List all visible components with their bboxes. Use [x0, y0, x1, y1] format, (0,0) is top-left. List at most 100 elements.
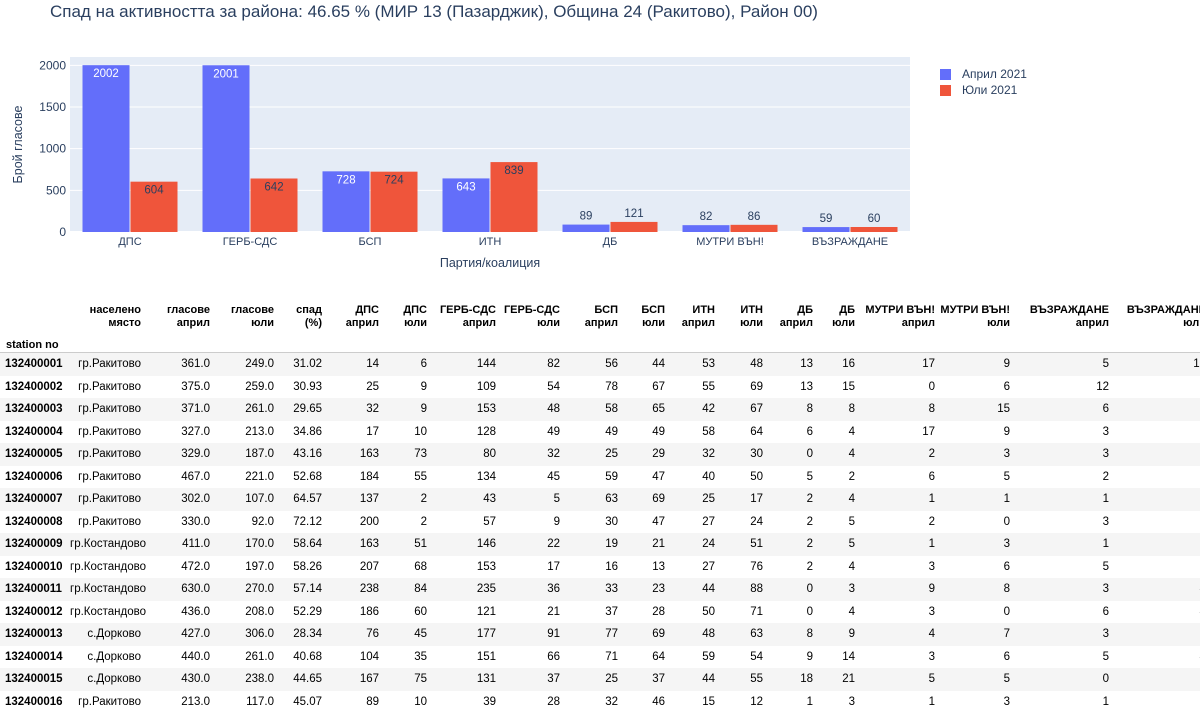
table-cell: 5 [1102, 650, 1109, 663]
bar-label-1-0: 2001 [213, 68, 239, 80]
header-empty [0, 304, 70, 330]
table-cell: 32 [366, 403, 379, 416]
table-cell: 7 [1003, 628, 1010, 641]
table-cell: 1 [928, 493, 935, 506]
bar-2-0 [322, 171, 370, 232]
chart-legend: Април 2021 Юли 2021 [940, 66, 1027, 98]
table-cell: 27 [702, 560, 715, 573]
table-cell: 30.93 [293, 380, 322, 393]
column-header: ДБ април [779, 304, 813, 329]
bar-0-0 [82, 65, 130, 233]
table-cell: 4 [848, 560, 855, 573]
station-number-cell: 132400015 [5, 673, 63, 686]
table-cell: 69 [652, 493, 665, 506]
table-cell: 27 [702, 515, 715, 528]
table-cell: 57.14 [293, 583, 322, 596]
table-cell: 472.0 [181, 560, 210, 573]
table-cell: 65 [652, 403, 665, 416]
table-cell: 14 [842, 650, 855, 663]
table-cell: 261.0 [245, 403, 274, 416]
bar-label-0-1: 604 [144, 185, 164, 197]
table-cell: 21 [547, 605, 560, 618]
table-cell: 371.0 [181, 403, 210, 416]
table-cell: 3 [1113, 623, 1200, 646]
table-cell: 8 [806, 403, 813, 416]
station-number-cell: 132400007 [5, 493, 63, 506]
table-cell: 76 [750, 560, 763, 573]
table-cell: 5 [848, 538, 855, 551]
table-cell: 3 [928, 560, 935, 573]
table-cell: 0 [1003, 605, 1010, 618]
table-cell: 131 [476, 673, 496, 686]
table-cell: 48 [750, 358, 763, 371]
table-cell: 5 [1003, 673, 1010, 686]
x-tick-label-2: БСП [359, 236, 382, 248]
column-header: населено място [89, 304, 141, 329]
index-header-spacer [70, 330, 1200, 353]
table-row: 132400005 гр.Ракитово 329.0 187.0 43.16 163 73… [0, 443, 1200, 466]
column-header: ДБ юли [832, 304, 855, 329]
table-cell: 17 [366, 425, 379, 438]
column-header: МУТРИ ВЪН! юли [940, 304, 1010, 329]
table-cell: 0 [806, 583, 813, 596]
table-cell: 16 [842, 358, 855, 371]
table-cell: 3 [1102, 628, 1109, 641]
table-cell: 207 [359, 560, 379, 573]
y-tick-label-4: 2000 [39, 58, 66, 72]
table-cell: 187.0 [245, 448, 274, 461]
x-tick-label-6: ВЪЗРАЖДАНЕ [812, 236, 888, 248]
table-cell: 63 [605, 493, 618, 506]
table-header-row: населено място гласове април гласове юли сп… [0, 304, 1200, 330]
station-number-cell: 132400003 [5, 403, 63, 416]
table-cell: 71 [750, 605, 763, 618]
column-header: ГЕРБ-СДС април [439, 304, 496, 329]
table-cell: 75 [414, 673, 427, 686]
table-cell: 9 [928, 583, 935, 596]
table-cell: 55 [414, 470, 427, 483]
table-cell: гр.Ракитово [78, 358, 141, 371]
table-cell: 213.0 [181, 695, 210, 708]
table-cell: 144 [476, 358, 496, 371]
table-cell: 163 [359, 448, 379, 461]
y-tick-label-2: 1000 [39, 142, 66, 156]
table-cell: 82 [547, 358, 560, 371]
table-cell: 302.0 [181, 493, 210, 506]
table-cell: гр.Костандово [70, 538, 146, 551]
table-cell: 2 [928, 515, 935, 528]
table-cell: 3 [1113, 533, 1200, 556]
column-header: МУТРИ ВЪН! април [865, 304, 935, 329]
table-cell: 55 [702, 380, 715, 393]
table-cell: 2 [806, 493, 813, 506]
column-header: ВЪЗРАЖДАНЕ април [1029, 304, 1109, 329]
legend-item-july[interactable]: Юли 2021 [940, 82, 1027, 98]
table-cell: 9 [1113, 398, 1200, 421]
table-cell: 59 [605, 470, 618, 483]
legend-item-april[interactable]: Април 2021 [940, 66, 1027, 82]
table-cell: 43 [483, 493, 496, 506]
plot-area [70, 57, 910, 232]
table-cell: 6 [1003, 560, 1010, 573]
bar-5-1 [730, 224, 778, 232]
column-header: спад (%) [296, 304, 322, 329]
table-cell: 19 [605, 538, 618, 551]
table-cell: с.Дорково [87, 673, 141, 686]
table-cell: 170.0 [245, 538, 274, 551]
station-number-cell: 132400002 [5, 380, 63, 393]
table-cell: 51 [750, 538, 763, 551]
table-cell: 3 [1003, 695, 1010, 708]
table-cell: 0 [806, 605, 813, 618]
table-cell: гр.Ракитово [78, 515, 141, 528]
table-cell: 8 [806, 628, 813, 641]
table-cell: 9 [806, 650, 813, 663]
table-cell: 10 [1193, 358, 1200, 371]
table-cell: 34.86 [293, 425, 322, 438]
table-cell: 15 [997, 403, 1010, 416]
table-cell: 31.02 [293, 358, 322, 371]
bar-label-3-1: 839 [504, 165, 523, 177]
table-cell: 5 [1102, 560, 1109, 573]
table-cell: 329.0 [181, 448, 210, 461]
table-cell: 78 [605, 380, 618, 393]
table-cell: 3 [1003, 448, 1010, 461]
table-cell: 13 [800, 380, 813, 393]
table-cell: 630.0 [181, 583, 210, 596]
